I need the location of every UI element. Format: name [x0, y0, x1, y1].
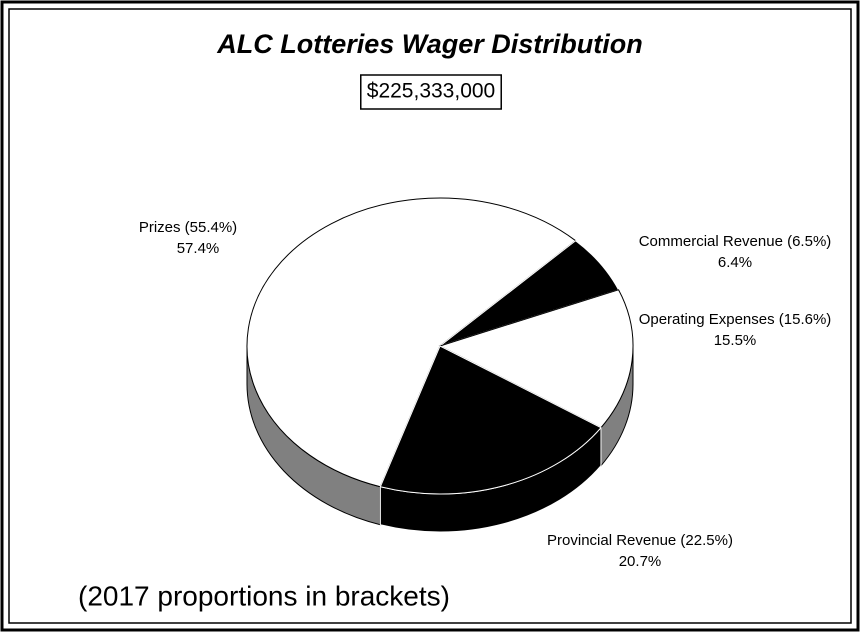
chart-title: ALC Lotteries Wager Distribution	[216, 29, 643, 59]
value-label: 6.4%	[718, 254, 752, 271]
slice-label: Commercial Revenue (6.5%)	[639, 233, 832, 250]
value-label: 20.7%	[619, 553, 662, 570]
pie-slice	[379, 345, 602, 495]
pie-slice	[438, 289, 634, 429]
value-label: 15.5%	[714, 332, 757, 349]
slice-label: Prizes (55.4%)	[139, 219, 237, 236]
slice-label: Operating Expenses (15.6%)	[639, 311, 832, 328]
pie-slice	[246, 197, 577, 488]
subtitle-box	[360, 74, 502, 110]
value-label: 57.4%	[177, 240, 220, 257]
slice-label: Provincial Revenue (22.5%)	[547, 532, 733, 549]
subtitle: $225,333,000	[367, 80, 495, 103]
inner-frame	[8, 8, 852, 624]
annotation: (2017 proportions in brackets)	[78, 580, 450, 611]
